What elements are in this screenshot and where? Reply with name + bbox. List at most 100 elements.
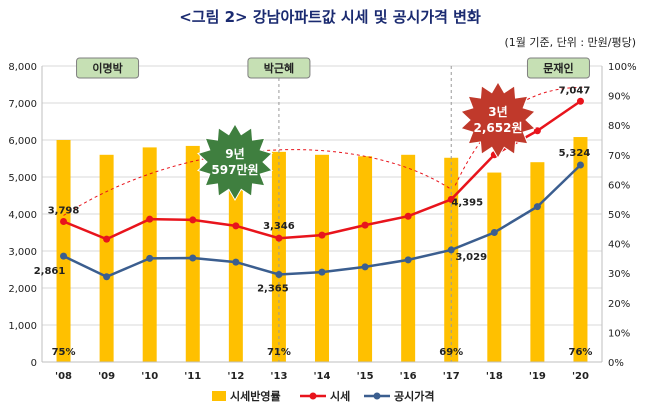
x-tick-label: '20 [572, 371, 589, 382]
legend-swatch-bar [212, 391, 226, 401]
series-point [189, 254, 197, 262]
bar [271, 151, 286, 362]
callout-line2: 2,652원 [474, 121, 523, 135]
series-point [533, 203, 541, 211]
period-label: 박근혜 [264, 61, 294, 75]
series-point [361, 263, 369, 271]
line-data-label: 5,324 [559, 148, 591, 159]
line-data-label: 2,365 [257, 283, 289, 294]
bar [185, 145, 200, 362]
bar [358, 156, 373, 362]
x-tick-label: '10 [141, 371, 158, 382]
period-label-box [526, 57, 590, 79]
line-data-label: 3,029 [455, 252, 487, 263]
y-left-tick-label: 2,000 [8, 284, 37, 295]
y-right-tick-label: 50% [608, 210, 630, 221]
y-left-tick-label: 3,000 [8, 247, 37, 258]
bar [573, 137, 588, 362]
bar-label: 69% [439, 347, 463, 358]
y-right-tick-label: 30% [608, 269, 630, 280]
bar-label: 71% [267, 347, 291, 358]
series-point [576, 161, 584, 169]
span-arc [63, 149, 452, 216]
period-label-box [76, 57, 140, 79]
legend-swatch-marker [309, 392, 317, 400]
y-right-tick-label: 100% [608, 62, 637, 73]
series-point [318, 268, 326, 276]
x-tick-label: '17 [443, 371, 460, 382]
y-left-tick-label: 5,000 [8, 173, 37, 184]
x-tick-label: '12 [227, 371, 244, 382]
bar-label: 75% [52, 347, 76, 358]
chart-subtitle: (1월 기준, 단위 : 만원/평당) [504, 36, 636, 49]
line-data-label: 7,047 [559, 85, 591, 96]
line-data-label: 4,395 [451, 197, 483, 208]
callout-burst [197, 123, 273, 201]
bar [56, 140, 71, 362]
line-data-label: 3,346 [263, 221, 295, 232]
series-point [275, 270, 283, 278]
y-right-tick-label: 0% [608, 358, 624, 369]
series-point [189, 216, 197, 224]
series-point [103, 273, 111, 281]
y-left-tick-label: 0 [31, 358, 37, 369]
y-left-tick-label: 7,000 [8, 99, 37, 110]
y-right-tick-label: 70% [608, 151, 630, 162]
x-tick-label: '16 [400, 371, 417, 382]
line-data-label: 2,861 [34, 266, 66, 277]
x-tick-label: '11 [184, 371, 201, 382]
series-point [576, 97, 584, 105]
bar [530, 162, 545, 362]
x-tick-label: '08 [55, 371, 72, 382]
y-left-tick-label: 6,000 [8, 136, 37, 147]
x-tick-label: '15 [357, 371, 374, 382]
y-right-tick-label: 60% [608, 180, 630, 191]
bar-label: 76% [568, 347, 592, 358]
legend-label: 시세반영률 [230, 389, 281, 403]
x-tick-label: '14 [314, 371, 331, 382]
y-right-tick-label: 80% [608, 121, 630, 132]
series-point [232, 258, 240, 266]
bar [487, 172, 502, 362]
bar [142, 147, 157, 362]
series-point [447, 246, 455, 254]
y-left-tick-label: 8,000 [8, 62, 37, 73]
callout-line1: 9년 [225, 147, 244, 161]
legend-label: 시세 [330, 389, 350, 403]
callout-burst [460, 81, 536, 159]
x-tick-label: '09 [98, 371, 115, 382]
bar [315, 154, 329, 362]
y-right-tick-label: 40% [608, 240, 630, 251]
line-data-label: 3,798 [48, 205, 80, 216]
period-label: 문재인 [543, 61, 573, 75]
x-tick-label: '13 [270, 371, 287, 382]
series-point [447, 195, 455, 203]
period-label: 이명박 [92, 61, 122, 75]
period-label-box [247, 57, 311, 79]
y-left-tick-label: 4,000 [8, 210, 37, 221]
series-point [60, 217, 68, 225]
series-point [490, 229, 498, 236]
legend-swatch-marker [373, 392, 381, 400]
series-point [533, 127, 541, 135]
callout-line2: 597만원 [211, 162, 258, 177]
series-point [404, 212, 412, 220]
series-point [275, 234, 283, 242]
bar [228, 150, 243, 362]
series-point [60, 252, 68, 260]
bar [99, 154, 114, 362]
x-tick-label: '18 [486, 371, 503, 382]
series-point [146, 254, 154, 262]
y-left-tick-label: 1,000 [8, 321, 37, 332]
legend-label: 공시가격 [394, 389, 434, 403]
series-point [232, 222, 240, 230]
y-right-tick-label: 90% [608, 92, 630, 103]
series-point [404, 256, 412, 264]
y-right-tick-label: 10% [608, 328, 630, 339]
series-point [103, 235, 111, 243]
series-point [318, 231, 326, 239]
y-right-tick-label: 20% [608, 299, 630, 310]
x-tick-label: '19 [529, 371, 546, 382]
series-point [361, 221, 369, 229]
